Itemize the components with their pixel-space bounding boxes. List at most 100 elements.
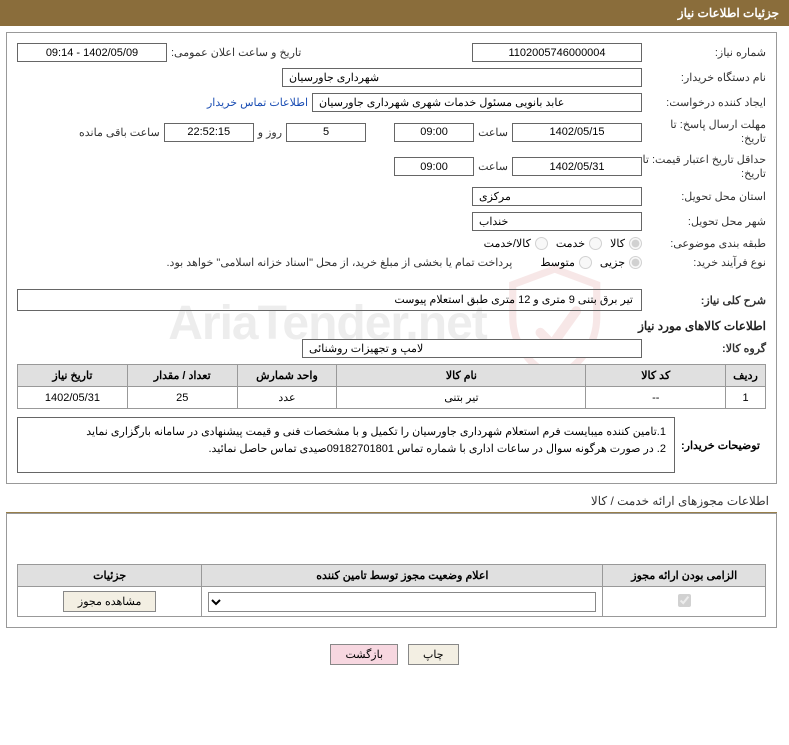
days-and-label: روز و xyxy=(258,126,282,139)
back-button[interactable]: بازگشت xyxy=(330,644,398,665)
requester-field: عابد بانویی مسئول خدمات شهری شهرداری جاو… xyxy=(312,93,642,112)
countdown-field: 22:52:15 xyxy=(164,123,254,142)
radio-service[interactable]: خدمت xyxy=(556,237,602,250)
col-status: اعلام وضعیت مجوز توسط تامین کننده xyxy=(202,565,603,587)
announce-label: تاریخ و ساعت اعلان عمومی: xyxy=(171,46,301,59)
deadline-time-label: ساعت xyxy=(478,126,508,139)
row-need-no: شماره نیاز: 1102005746000004 تاریخ و ساع… xyxy=(17,43,766,62)
cell-code: -- xyxy=(586,387,726,409)
col-name: نام کالا xyxy=(337,365,586,387)
row-purchase-type: نوع فرآیند خرید: جزیی متوسط پرداخت تمام … xyxy=(17,256,766,269)
remaining-label: ساعت باقی مانده xyxy=(79,126,160,139)
radio-goods-input[interactable] xyxy=(629,237,642,250)
validity-label: حداقل تاریخ اعتبار قیمت: تا تاریخ: xyxy=(646,153,766,182)
col-code: کد کالا xyxy=(586,365,726,387)
col-mandatory: الزامی بودن ارائه مجوز xyxy=(603,565,766,587)
announce-field: 1402/05/09 - 09:14 xyxy=(17,43,167,62)
col-unit: واحد شمارش xyxy=(237,365,337,387)
radio-partial[interactable]: جزیی xyxy=(600,256,642,269)
row-overview: شرح کلی نیاز: تیر برق بتنی 9 متری و 12 م… xyxy=(17,289,766,311)
cell-unit: عدد xyxy=(237,387,337,409)
row-deadline: مهلت ارسال پاسخ: تا تاریخ: 1402/05/15 سا… xyxy=(17,118,766,147)
province-field: مرکزی xyxy=(472,187,642,206)
group-field: لامپ و تجهیزات روشنائی xyxy=(302,339,642,358)
province-label: استان محل تحویل: xyxy=(646,190,766,203)
cell-name: تیر بتنی xyxy=(337,387,586,409)
status-cell xyxy=(202,587,603,617)
deadline-date-field: 1402/05/15 xyxy=(512,123,642,142)
deadline-label: مهلت ارسال پاسخ: تا تاریخ: xyxy=(646,118,766,147)
radio-medium-input[interactable] xyxy=(579,256,592,269)
license-header: اطلاعات مجوزهای ارائه خدمت / کالا xyxy=(6,490,777,513)
buyer-org-label: نام دستگاه خریدار: xyxy=(646,71,766,84)
purchase-note: پرداخت تمام یا بخشی از مبلغ خرید، از محل… xyxy=(167,256,513,269)
classification-label: طبقه بندی موضوعی: xyxy=(646,237,766,250)
buyer-org-field: شهرداری جاورسیان xyxy=(282,68,642,87)
items-table: ردیف کد کالا نام کالا واحد شمارش تعداد /… xyxy=(17,364,766,409)
details-cell: مشاهده مجوز xyxy=(18,587,202,617)
license-header-row: الزامی بودن ارائه مجوز اعلام وضعیت مجوز … xyxy=(18,565,766,587)
page-title: جزئیات اطلاعات نیاز xyxy=(678,6,779,20)
deadline-label-1: مهلت ارسال پاسخ: تا xyxy=(670,119,766,131)
deadline-label-2: تاریخ: xyxy=(741,133,766,145)
validity-time-label: ساعت xyxy=(478,160,508,173)
radio-medium-label: متوسط xyxy=(540,256,575,269)
validity-label-2: تاریخ: xyxy=(741,168,766,180)
need-no-field: 1102005746000004 xyxy=(472,43,642,62)
cell-qty: 25 xyxy=(127,387,237,409)
items-section-title: اطلاعات کالاهای مورد نیاز xyxy=(17,319,766,333)
view-license-button[interactable]: مشاهده مجوز xyxy=(63,591,156,612)
row-classification: طبقه بندی موضوعی: کالا خدمت کالا/خدمت xyxy=(17,237,766,250)
radio-both-input[interactable] xyxy=(535,237,548,250)
row-requester: ایجاد کننده درخواست: عابد بانویی مسئول خ… xyxy=(17,93,766,112)
overview-box: تیر برق بتنی 9 متری و 12 متری طبق استعلا… xyxy=(17,289,642,311)
overview-label: شرح کلی نیاز: xyxy=(646,294,766,307)
row-group: گروه کالا: لامپ و تجهیزات روشنائی xyxy=(17,339,766,358)
need-no-label: شماره نیاز: xyxy=(646,46,766,59)
buyer-notes-label-text: توضیحات خریدار: xyxy=(681,439,760,452)
group-label: گروه کالا: xyxy=(646,342,766,355)
deadline-time-field: 09:00 xyxy=(394,123,474,142)
days-remaining-field: 5 xyxy=(286,123,366,142)
radio-medium[interactable]: متوسط xyxy=(540,256,592,269)
radio-goods-label: کالا xyxy=(610,237,625,250)
requester-label: ایجاد کننده درخواست: xyxy=(646,96,766,109)
print-button[interactable]: چاپ xyxy=(408,644,459,665)
status-select[interactable] xyxy=(208,592,596,612)
col-qty: تعداد / مقدار xyxy=(127,365,237,387)
license-panel: الزامی بودن ارائه مجوز اعلام وضعیت مجوز … xyxy=(6,513,777,628)
radio-service-label: خدمت xyxy=(556,237,585,250)
col-row: ردیف xyxy=(726,365,766,387)
validity-date-field: 1402/05/31 xyxy=(512,157,642,176)
radio-both[interactable]: کالا/خدمت xyxy=(484,237,548,250)
license-table: الزامی بودن ارائه مجوز اعلام وضعیت مجوز … xyxy=(17,564,766,617)
table-row: 1 -- تیر بتنی عدد 25 1402/05/31 xyxy=(18,387,766,409)
cell-date: 1402/05/31 xyxy=(18,387,128,409)
overview-text: تیر برق بتنی 9 متری و 12 متری طبق استعلا… xyxy=(394,294,633,306)
radio-partial-label: جزیی xyxy=(600,256,625,269)
buyer-notes-line-2: 2. در صورت هرگونه سوال در ساعات اداری با… xyxy=(26,441,666,458)
col-date: تاریخ نیاز xyxy=(18,365,128,387)
main-panel: AriaTender.net شماره نیاز: 1102005746000… xyxy=(6,32,777,484)
radio-partial-input[interactable] xyxy=(629,256,642,269)
buyer-contact-link[interactable]: اطلاعات تماس خریدار xyxy=(207,96,308,109)
purchase-type-radio-group: جزیی متوسط xyxy=(540,256,642,269)
cell-row: 1 xyxy=(726,387,766,409)
validity-time-field: 09:00 xyxy=(394,157,474,176)
city-field: خنداب xyxy=(472,212,642,231)
radio-service-input[interactable] xyxy=(589,237,602,250)
buyer-notes-box: 1.تامین کننده میبایست فرم استعلام شهردار… xyxy=(17,417,675,473)
mandatory-cell xyxy=(603,587,766,617)
row-province: استان محل تحویل: مرکزی xyxy=(17,187,766,206)
row-validity: حداقل تاریخ اعتبار قیمت: تا تاریخ: 1402/… xyxy=(17,153,766,182)
radio-both-label: کالا/خدمت xyxy=(484,237,531,250)
purchase-type-label: نوع فرآیند خرید: xyxy=(646,256,766,269)
city-label: شهر محل تحویل: xyxy=(646,215,766,228)
mandatory-checkbox[interactable] xyxy=(678,594,691,607)
row-buyer-notes: توضیحات خریدار: 1.تامین کننده میبایست فر… xyxy=(17,417,766,473)
validity-label-1: حداقل تاریخ اعتبار قیمت: تا xyxy=(643,154,766,166)
license-row: مشاهده مجوز xyxy=(18,587,766,617)
radio-goods[interactable]: کالا xyxy=(610,237,642,250)
classification-radio-group: کالا خدمت کالا/خدمت xyxy=(484,237,642,250)
footer-buttons: چاپ بازگشت xyxy=(0,634,789,679)
